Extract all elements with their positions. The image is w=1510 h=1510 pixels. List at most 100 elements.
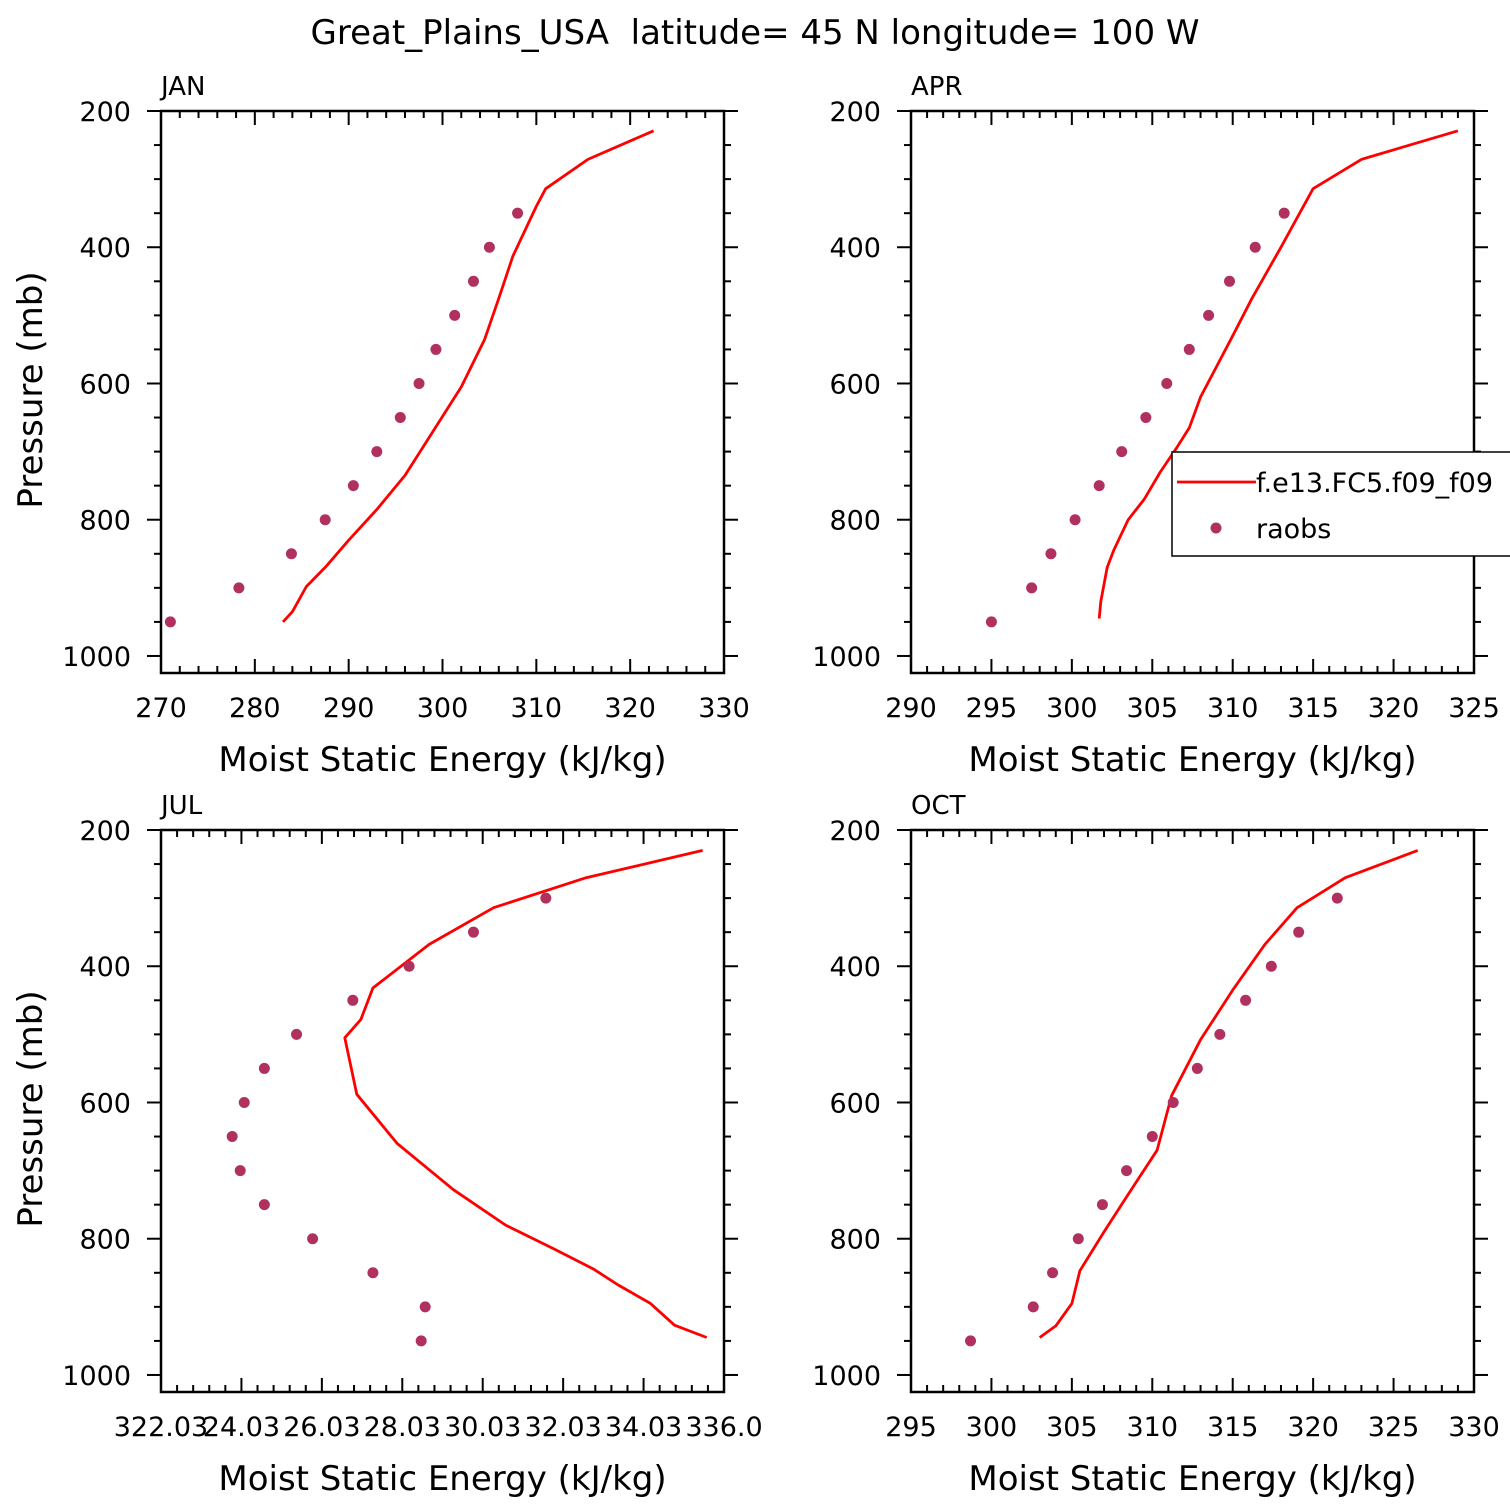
raobs-point <box>1203 309 1215 321</box>
x-ticks <box>160 830 725 1392</box>
raobs-point <box>367 1267 379 1279</box>
y-tick-labels: 200 400 600 800 1000 <box>812 816 881 1392</box>
raobs-point <box>413 377 425 389</box>
x-tick-label: 305 <box>1127 693 1179 724</box>
y-tick-labels: 200 400 600 800 1000 <box>62 97 131 673</box>
raobs-point <box>319 514 331 526</box>
x-tick-label: 320 <box>604 693 656 724</box>
raobs-point <box>238 1096 250 1108</box>
x-tick-label: 30.03 <box>444 1412 521 1443</box>
x-ticks <box>910 830 1475 1392</box>
raobs-point <box>1191 1062 1203 1074</box>
raobs-point <box>164 616 176 628</box>
y-tick-label: 400 <box>79 952 131 983</box>
model-line <box>343 849 708 1339</box>
raobs-point <box>1116 446 1128 458</box>
model-line <box>1097 129 1459 619</box>
raobs-point <box>1146 1131 1158 1143</box>
legend-obs-label: raobs <box>1256 514 1331 545</box>
x-tick-label: 290 <box>885 693 937 724</box>
raobs-point <box>1093 480 1105 492</box>
x-tick-label: 310 <box>1127 1412 1179 1443</box>
x-tick-label: 320 <box>1368 693 1420 724</box>
raobs-point <box>258 1062 270 1074</box>
y-tick-label: 800 <box>79 1225 131 1256</box>
x-tick-label: 24.03 <box>203 1412 280 1443</box>
raobs-point <box>1096 1199 1108 1211</box>
y-tick-label: 400 <box>829 233 881 264</box>
plot-area <box>965 849 1419 1347</box>
panel-label: JAN <box>159 72 205 102</box>
raobs-point <box>430 343 442 355</box>
x-axis-title: Moist Static Energy (kJ/kg) <box>968 1459 1416 1499</box>
raobs-point <box>258 1199 270 1211</box>
raobs-points <box>965 892 1343 1347</box>
raobs-point <box>371 446 383 458</box>
x-tick-label: 300 <box>1046 693 1098 724</box>
y-ticks <box>897 110 1488 657</box>
raobs-point <box>1214 1028 1226 1040</box>
raobs-point <box>1026 582 1038 594</box>
raobs-points <box>164 207 524 628</box>
model-line <box>281 129 655 623</box>
x-tick-label: 336.0 <box>685 1412 762 1443</box>
y-tick-label: 400 <box>829 952 881 983</box>
raobs-point <box>1121 1165 1133 1177</box>
raobs-point <box>467 926 479 938</box>
raobs-points <box>985 207 1290 628</box>
panel-label: OCT <box>911 791 966 821</box>
y-tick-label: 200 <box>79 97 131 128</box>
raobs-point <box>1183 343 1195 355</box>
raobs-point <box>467 275 479 287</box>
x-axis-title: Moist Static Energy (kJ/kg) <box>968 740 1416 780</box>
panel-label: JUL <box>159 791 203 821</box>
x-tick-label: 295 <box>966 693 1018 724</box>
legend-box <box>1171 451 1510 557</box>
plot-area <box>985 129 1459 628</box>
x-ticks <box>910 111 1475 673</box>
x-tick-label: 320 <box>1287 1412 1339 1443</box>
x-axis-title: Moist Static Energy (kJ/kg) <box>218 1459 666 1499</box>
y-tick-label: 200 <box>829 816 881 847</box>
x-axis-title: Moist Static Energy (kJ/kg) <box>218 740 666 780</box>
x-tick-label: 295 <box>885 1412 937 1443</box>
raobs-point <box>415 1335 427 1347</box>
plot-frame <box>159 828 726 1394</box>
raobs-point <box>1249 241 1261 253</box>
raobs-point <box>483 241 495 253</box>
y-tick-label: 1000 <box>812 1361 881 1392</box>
raobs-point <box>1161 377 1173 389</box>
y-axis-title: Pressure (mb) <box>11 271 51 508</box>
figure-title: Great_Plains_USA latitude= 45 N longitud… <box>311 13 1200 53</box>
panels: JAN 270 280 290 300 310 320 330 200 400 600 800 1000… <box>11 72 1510 1499</box>
raobs-point <box>291 1028 303 1040</box>
raobs-point <box>1278 207 1290 219</box>
raobs-point <box>233 582 245 594</box>
raobs-point <box>965 1335 977 1347</box>
raobs-point <box>347 994 359 1006</box>
raobs-point <box>512 207 524 219</box>
raobs-point <box>226 1131 238 1143</box>
raobs-point <box>1072 1233 1084 1245</box>
x-tick-label: 28.03 <box>364 1412 441 1443</box>
y-tick-label: 600 <box>79 1088 131 1119</box>
plot-frame <box>909 828 1476 1394</box>
raobs-point <box>1331 892 1343 904</box>
panel-oct: OCT 295 300 305 310 315 320 325 330 200 400 600 800 1… <box>812 791 1499 1499</box>
x-tick-label: 310 <box>1207 693 1259 724</box>
raobs-point <box>1140 412 1152 424</box>
y-ticks <box>897 829 1488 1376</box>
x-tick-labels: 290 295 300 305 310 315 320 325 <box>885 693 1500 724</box>
x-tick-label: 315 <box>1207 1412 1259 1443</box>
y-tick-label: 800 <box>829 1225 881 1256</box>
x-tick-label: 322.03 <box>114 1412 208 1443</box>
legend-obs-swatch <box>1210 522 1222 534</box>
y-axis-title: Pressure (mb) <box>11 990 51 1227</box>
x-tick-label: 310 <box>511 693 563 724</box>
x-ticks <box>160 111 725 673</box>
x-tick-label: 34.03 <box>605 1412 682 1443</box>
y-tick-label: 1000 <box>812 642 881 673</box>
